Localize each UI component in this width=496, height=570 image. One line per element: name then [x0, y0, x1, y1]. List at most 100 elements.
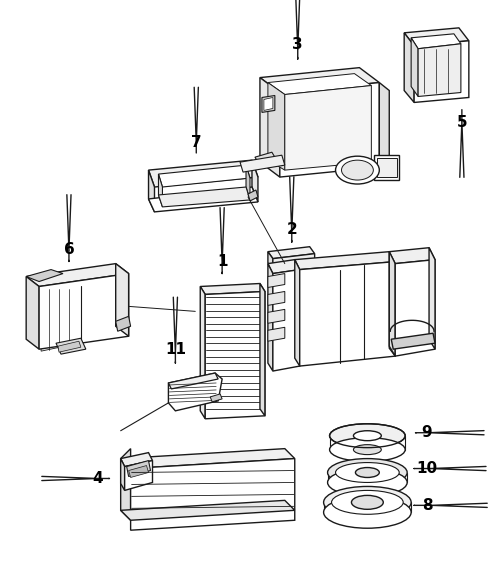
- Ellipse shape: [323, 496, 411, 528]
- Polygon shape: [327, 473, 407, 482]
- Ellipse shape: [354, 445, 381, 455]
- Polygon shape: [26, 276, 39, 349]
- Ellipse shape: [352, 495, 383, 510]
- Polygon shape: [83, 275, 126, 341]
- Ellipse shape: [329, 424, 405, 447]
- Ellipse shape: [342, 160, 373, 180]
- Polygon shape: [121, 453, 152, 466]
- Polygon shape: [262, 96, 275, 112]
- Text: 10: 10: [417, 461, 437, 476]
- Polygon shape: [404, 28, 469, 46]
- Text: 2: 2: [286, 222, 297, 237]
- Polygon shape: [295, 252, 395, 270]
- Text: 3: 3: [293, 37, 303, 52]
- Polygon shape: [268, 252, 273, 270]
- Polygon shape: [56, 338, 86, 354]
- Polygon shape: [121, 459, 124, 490]
- Polygon shape: [389, 248, 435, 263]
- Polygon shape: [285, 86, 372, 170]
- Polygon shape: [158, 165, 250, 187]
- Polygon shape: [411, 34, 461, 49]
- Text: 11: 11: [165, 341, 186, 357]
- Polygon shape: [128, 466, 148, 478]
- Polygon shape: [260, 283, 265, 416]
- Polygon shape: [169, 373, 222, 411]
- Ellipse shape: [327, 459, 407, 486]
- Polygon shape: [200, 283, 265, 295]
- Polygon shape: [377, 158, 397, 177]
- Polygon shape: [300, 262, 395, 366]
- Text: 8: 8: [422, 498, 433, 513]
- Polygon shape: [260, 68, 379, 92]
- Polygon shape: [329, 435, 405, 450]
- Polygon shape: [58, 341, 81, 352]
- Ellipse shape: [327, 469, 407, 496]
- Ellipse shape: [354, 431, 381, 441]
- Polygon shape: [130, 459, 295, 530]
- Ellipse shape: [335, 463, 399, 482]
- Polygon shape: [126, 461, 150, 477]
- Polygon shape: [418, 44, 461, 96]
- Polygon shape: [240, 155, 285, 172]
- Text: 4: 4: [92, 471, 103, 486]
- Ellipse shape: [323, 486, 411, 518]
- Polygon shape: [121, 449, 295, 469]
- Polygon shape: [404, 33, 414, 103]
- Polygon shape: [268, 263, 273, 371]
- Polygon shape: [158, 187, 250, 207]
- Polygon shape: [246, 165, 250, 200]
- Polygon shape: [268, 291, 285, 306]
- Text: 9: 9: [422, 425, 433, 440]
- Polygon shape: [411, 38, 418, 96]
- Polygon shape: [116, 263, 128, 336]
- Polygon shape: [248, 190, 258, 201]
- Polygon shape: [280, 83, 379, 177]
- Polygon shape: [121, 500, 295, 520]
- Polygon shape: [158, 174, 163, 207]
- Polygon shape: [414, 41, 469, 103]
- Polygon shape: [323, 502, 411, 512]
- Polygon shape: [395, 259, 435, 356]
- Polygon shape: [273, 270, 300, 371]
- Text: 1: 1: [217, 254, 227, 269]
- Polygon shape: [255, 152, 278, 167]
- Polygon shape: [268, 310, 285, 323]
- Polygon shape: [374, 155, 399, 180]
- Text: 7: 7: [191, 135, 201, 150]
- Polygon shape: [169, 373, 218, 389]
- Polygon shape: [268, 247, 314, 259]
- Polygon shape: [429, 248, 435, 349]
- Polygon shape: [39, 274, 128, 349]
- Polygon shape: [124, 461, 152, 490]
- Polygon shape: [268, 83, 285, 170]
- Ellipse shape: [335, 156, 379, 184]
- Polygon shape: [264, 97, 273, 111]
- Polygon shape: [273, 254, 314, 270]
- Polygon shape: [148, 170, 154, 212]
- Polygon shape: [148, 187, 258, 212]
- Polygon shape: [41, 282, 79, 351]
- Ellipse shape: [356, 467, 379, 478]
- Polygon shape: [268, 74, 372, 95]
- Polygon shape: [252, 160, 258, 202]
- Polygon shape: [26, 270, 63, 282]
- Polygon shape: [389, 252, 395, 356]
- Polygon shape: [391, 333, 435, 349]
- Polygon shape: [379, 83, 389, 172]
- Polygon shape: [268, 327, 285, 341]
- Polygon shape: [268, 259, 300, 274]
- Polygon shape: [121, 449, 130, 520]
- Polygon shape: [26, 263, 128, 287]
- Polygon shape: [210, 394, 222, 402]
- Text: 5: 5: [456, 115, 467, 130]
- Polygon shape: [200, 287, 205, 419]
- Polygon shape: [268, 274, 285, 287]
- Polygon shape: [260, 78, 280, 177]
- Text: 6: 6: [63, 242, 74, 257]
- Polygon shape: [205, 291, 265, 419]
- Ellipse shape: [331, 490, 403, 514]
- Polygon shape: [148, 160, 258, 187]
- Polygon shape: [116, 316, 130, 331]
- Polygon shape: [389, 252, 395, 356]
- Polygon shape: [295, 259, 300, 366]
